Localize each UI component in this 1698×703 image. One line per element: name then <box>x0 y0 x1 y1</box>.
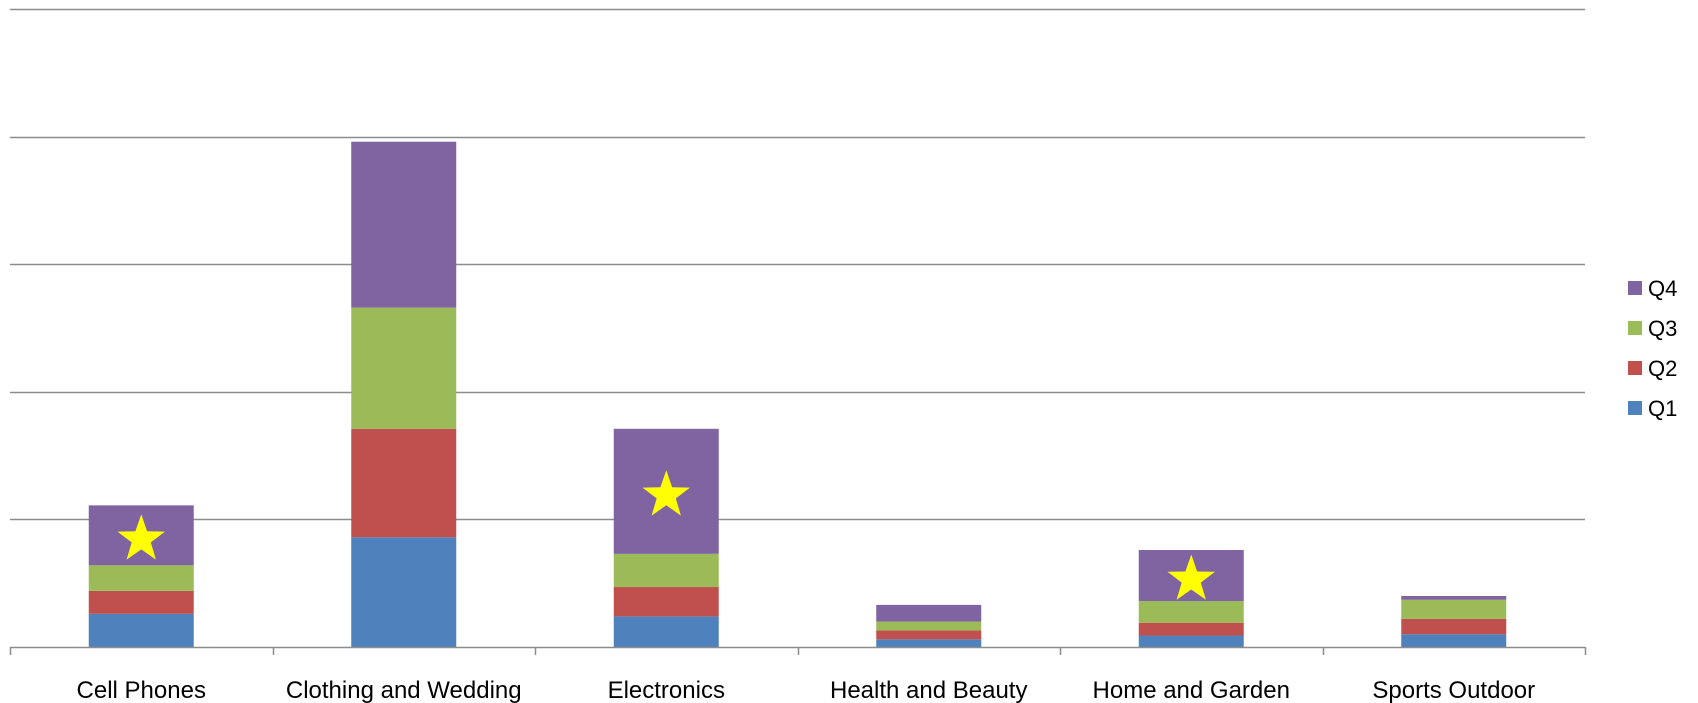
legend-item-q2: Q2 <box>1628 356 1677 381</box>
legend-item-q3: Q3 <box>1628 316 1677 341</box>
star-icon <box>117 514 165 560</box>
bar-stack-sports-outdoor <box>1401 595 1507 647</box>
legend-label: Q4 <box>1648 276 1677 301</box>
bar-stack-electronics <box>613 428 719 647</box>
bar-stack-health-and-beauty <box>876 604 982 647</box>
bar-q2-sports-outdoor <box>1401 618 1507 635</box>
category-label: Electronics <box>608 677 725 703</box>
bar-q2-electronics <box>613 587 719 617</box>
category-label: Clothing and Wedding <box>286 677 522 703</box>
legend-swatch <box>1628 361 1642 375</box>
category-label: Health and Beauty <box>830 677 1027 703</box>
bar-q3-clothing-and-wedding <box>351 307 457 429</box>
bar-q3-home-and-garden <box>1138 601 1244 623</box>
legend-swatch <box>1628 281 1642 295</box>
legend-item-q4: Q4 <box>1628 276 1677 301</box>
bar-q3-cell-phones <box>88 565 194 591</box>
bar-q2-home-and-garden <box>1138 622 1244 636</box>
bar-q4-sports-outdoor <box>1401 595 1507 600</box>
x-axis <box>9 646 1587 655</box>
star-icon <box>642 470 690 516</box>
bar-stack-clothing-and-wedding <box>351 141 457 647</box>
bar-q3-electronics <box>613 553 719 588</box>
star-icon <box>1167 554 1215 600</box>
category-label: Sports Outdoor <box>1372 677 1535 703</box>
bar-q1-electronics <box>613 616 719 647</box>
bar-q1-sports-outdoor <box>1401 634 1507 647</box>
bar-q4-health-and-beauty <box>876 604 982 622</box>
bar-q1-cell-phones <box>88 613 194 647</box>
bar-q3-health-and-beauty <box>876 621 982 631</box>
legend-label: Q2 <box>1648 356 1677 381</box>
bar-q3-sports-outdoor <box>1401 599 1507 619</box>
bar-q2-cell-phones <box>88 590 194 614</box>
legend-item-q1: Q1 <box>1628 396 1677 421</box>
category-labels: Cell Phones Clothing and Wedding Electroni… <box>77 677 1536 703</box>
bar-q1-health-and-beauty <box>876 639 982 647</box>
legend-swatch <box>1628 401 1642 415</box>
bar-q4-clothing-and-wedding <box>351 141 457 308</box>
legend-swatch <box>1628 321 1642 335</box>
gridlines <box>10 8 1585 521</box>
bar-q1-home-and-garden <box>1138 635 1244 647</box>
bar-q2-clothing-and-wedding <box>351 428 457 538</box>
legend-label: Q1 <box>1648 396 1677 421</box>
legend-label: Q3 <box>1648 316 1677 341</box>
bar-q2-health-and-beauty <box>876 630 982 640</box>
bar-stack-home-and-garden <box>1138 550 1244 647</box>
legend: Q4 Q3 Q2 Q1 <box>1628 276 1677 421</box>
bar-q1-clothing-and-wedding <box>351 537 457 647</box>
highlight-stars <box>117 470 1215 600</box>
bar-stacks <box>88 141 1507 647</box>
category-label: Home and Garden <box>1093 677 1290 703</box>
category-label: Cell Phones <box>77 677 206 703</box>
